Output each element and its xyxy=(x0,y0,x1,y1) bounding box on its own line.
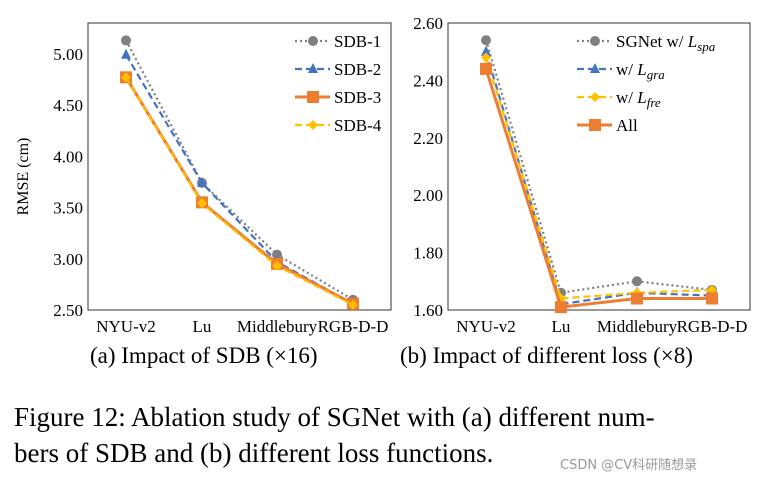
legend-label: SGNet w/ Lspa xyxy=(616,32,716,54)
y-tick-label: 2.50 xyxy=(53,301,83,320)
legend-label: SDB-3 xyxy=(334,88,381,107)
data-point xyxy=(121,72,131,83)
data-point xyxy=(197,198,207,209)
y-tick-label: 1.80 xyxy=(413,244,443,263)
y-axis-label: RMSE (cm) xyxy=(15,138,32,216)
data-point xyxy=(707,284,717,295)
series-line-3 xyxy=(125,76,354,306)
x-tick-label: RGB-D-D xyxy=(677,317,748,336)
legend-label: SDB-1 xyxy=(334,32,381,51)
y-tick-label: 3.00 xyxy=(53,250,83,269)
x-tick-label: NYU-v2 xyxy=(456,317,516,336)
x-tick-label: NYU-v2 xyxy=(96,317,156,336)
y-tick-label: 2.20 xyxy=(413,129,443,148)
legend-label: All xyxy=(616,116,638,135)
y-tick-label: 1.60 xyxy=(413,301,443,320)
legend-marker xyxy=(308,36,318,46)
data-point xyxy=(272,249,282,260)
legend-marker xyxy=(308,120,318,130)
legend-marker xyxy=(307,91,319,103)
x-tick-label: Middlebury xyxy=(237,317,318,336)
series-line-2 xyxy=(124,76,354,306)
caption-a: (a) Impact of SDB (×16) xyxy=(90,343,318,368)
x-tick-label: Middlebury xyxy=(597,317,678,336)
data-point xyxy=(480,62,492,75)
legend-marker xyxy=(590,36,600,46)
y-tick-label: 2.00 xyxy=(413,186,443,205)
data-point xyxy=(555,301,567,314)
data-point xyxy=(706,292,718,305)
data-point xyxy=(481,45,491,56)
caption-b: (b) Impact of different loss (×8) xyxy=(400,343,693,368)
legend-label: SDB-4 xyxy=(334,116,382,135)
data-point xyxy=(348,299,358,310)
series-line-0 xyxy=(125,39,354,301)
y-tick-label: 4.50 xyxy=(53,96,83,115)
series-line-1 xyxy=(484,51,713,306)
x-tick-label: RGB-D-D xyxy=(318,317,389,336)
series-line-3 xyxy=(484,68,712,309)
data-point xyxy=(121,35,131,46)
data-point xyxy=(481,52,491,63)
x-tick-label: Lu xyxy=(552,317,571,336)
legend-marker xyxy=(590,63,600,73)
watermark: CSDN @CV科研随想录 xyxy=(560,458,698,473)
x-tick-label: Lu xyxy=(193,317,212,336)
plot-frame-0 xyxy=(87,22,392,311)
data-point xyxy=(197,176,207,187)
legend-marker xyxy=(590,92,600,102)
y-tick-label: 3.50 xyxy=(53,199,83,218)
y-tick-label: 2.60 xyxy=(413,14,443,33)
legend-label: SDB-2 xyxy=(334,60,381,79)
data-point xyxy=(632,276,642,287)
series-line-0 xyxy=(484,39,713,295)
data-point xyxy=(631,292,643,305)
data-point xyxy=(121,48,131,59)
legend-label: w/ Lfre xyxy=(616,88,661,110)
data-point xyxy=(481,35,491,46)
legend-marker xyxy=(308,63,318,73)
y-tick-label: 4.00 xyxy=(53,147,83,166)
y-tick-label: 2.40 xyxy=(413,71,443,90)
legend-marker xyxy=(589,119,601,131)
figure-caption-line2: bers of SDB and (b) different loss funct… xyxy=(14,438,494,468)
figure-caption-line1: Figure 12: Ablation study of SGNet with … xyxy=(14,402,655,432)
legend-label: w/ Lgra xyxy=(616,60,665,82)
plot-frame-1 xyxy=(447,22,751,311)
data-point xyxy=(272,260,282,271)
series-line-2 xyxy=(484,57,713,300)
y-tick-label: 5.00 xyxy=(53,45,83,64)
